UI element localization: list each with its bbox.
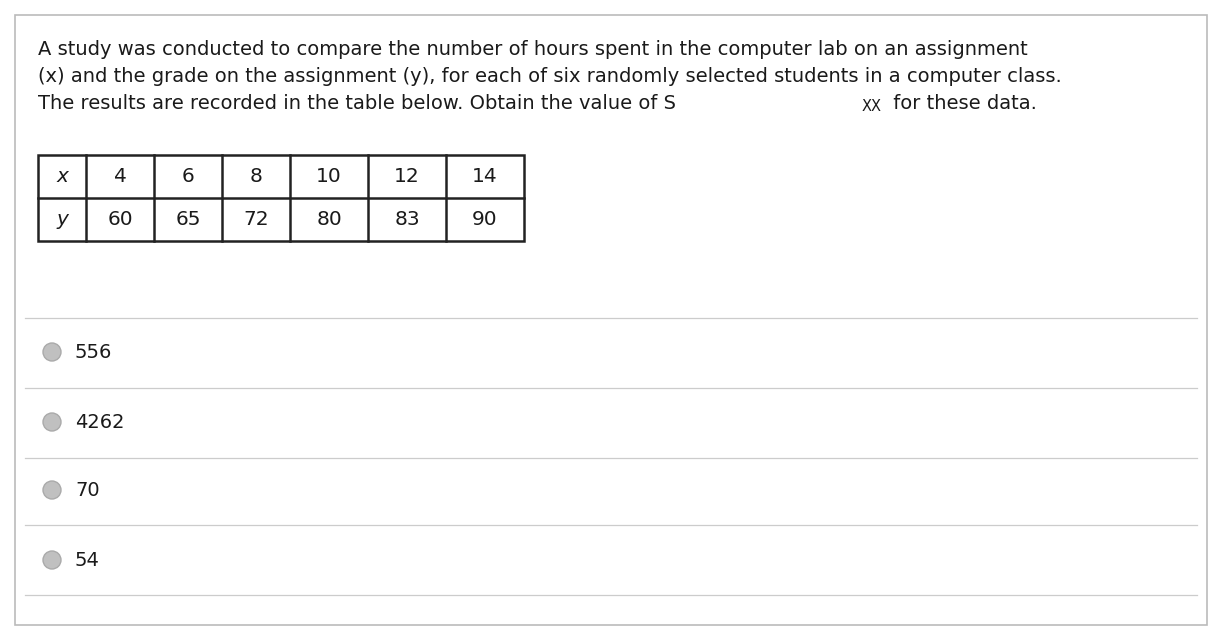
Circle shape xyxy=(43,343,61,361)
Circle shape xyxy=(43,551,61,569)
Bar xyxy=(38,155,524,241)
Text: 80: 80 xyxy=(316,210,342,229)
Text: XX: XX xyxy=(862,99,881,114)
Text: 90: 90 xyxy=(472,210,497,229)
Text: x: x xyxy=(56,167,68,186)
Text: 54: 54 xyxy=(75,550,100,570)
Text: 12: 12 xyxy=(395,167,420,186)
Text: 4262: 4262 xyxy=(75,413,125,431)
Text: (x) and the grade on the assignment (y), for each of six randomly selected stude: (x) and the grade on the assignment (y),… xyxy=(38,67,1062,86)
Text: for these data.: for these data. xyxy=(887,94,1037,113)
Text: The results are recorded in the table below. Obtain the value of S: The results are recorded in the table be… xyxy=(38,94,676,113)
Text: XX: XX xyxy=(862,99,881,114)
Text: 8: 8 xyxy=(249,167,263,186)
Text: 65: 65 xyxy=(175,210,200,229)
Text: 4: 4 xyxy=(114,167,126,186)
Text: 70: 70 xyxy=(75,481,100,499)
Text: 60: 60 xyxy=(108,210,133,229)
Text: y: y xyxy=(56,210,68,229)
Text: 10: 10 xyxy=(316,167,342,186)
Circle shape xyxy=(43,413,61,431)
Text: A study was conducted to compare the number of hours spent in the computer lab o: A study was conducted to compare the num… xyxy=(38,40,1028,59)
Text: 14: 14 xyxy=(472,167,497,186)
Text: 556: 556 xyxy=(75,342,112,362)
Text: 6: 6 xyxy=(182,167,194,186)
Text: The results are recorded in the table below. Obtain the value of S: The results are recorded in the table be… xyxy=(38,94,676,113)
Circle shape xyxy=(43,481,61,499)
Text: 83: 83 xyxy=(395,210,420,229)
Text: 72: 72 xyxy=(243,210,269,229)
